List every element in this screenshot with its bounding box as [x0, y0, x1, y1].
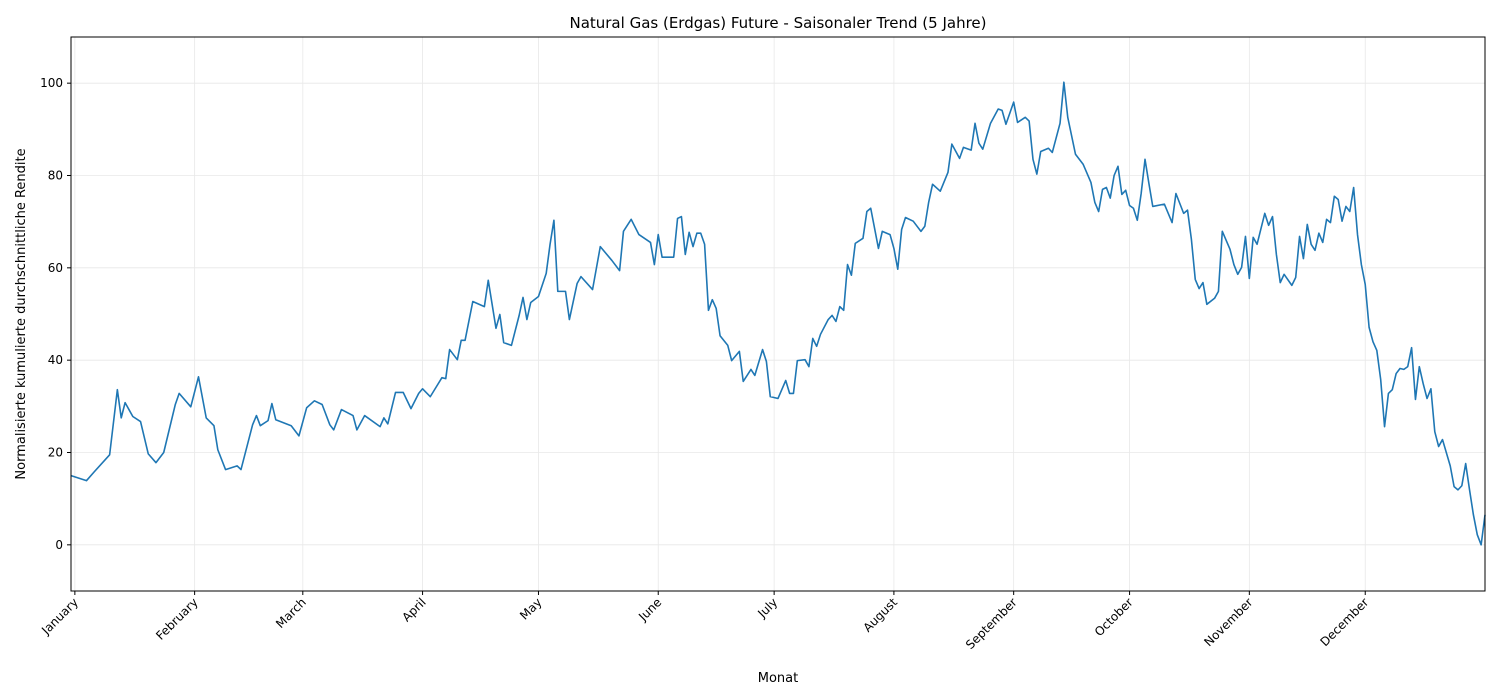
- y-tick-label: 40: [48, 353, 63, 367]
- y-tick-label: 80: [48, 169, 63, 183]
- plot-area: [70, 81, 1486, 546]
- axes-frame: [70, 36, 1486, 592]
- chart-title: Natural Gas (Erdgas) Future - Saisonaler…: [569, 14, 986, 32]
- y-tick-label: 20: [48, 446, 63, 460]
- y-axis-label: Normalisierte kumulierte durchschnittlic…: [14, 148, 29, 479]
- grid: [71, 37, 1485, 591]
- y-tick-label: 100: [40, 76, 63, 90]
- x-axis-label: Monat: [758, 671, 798, 686]
- line-series: [70, 81, 1486, 546]
- y-tick-label: 60: [48, 261, 63, 275]
- y-tick-label: 0: [55, 538, 63, 552]
